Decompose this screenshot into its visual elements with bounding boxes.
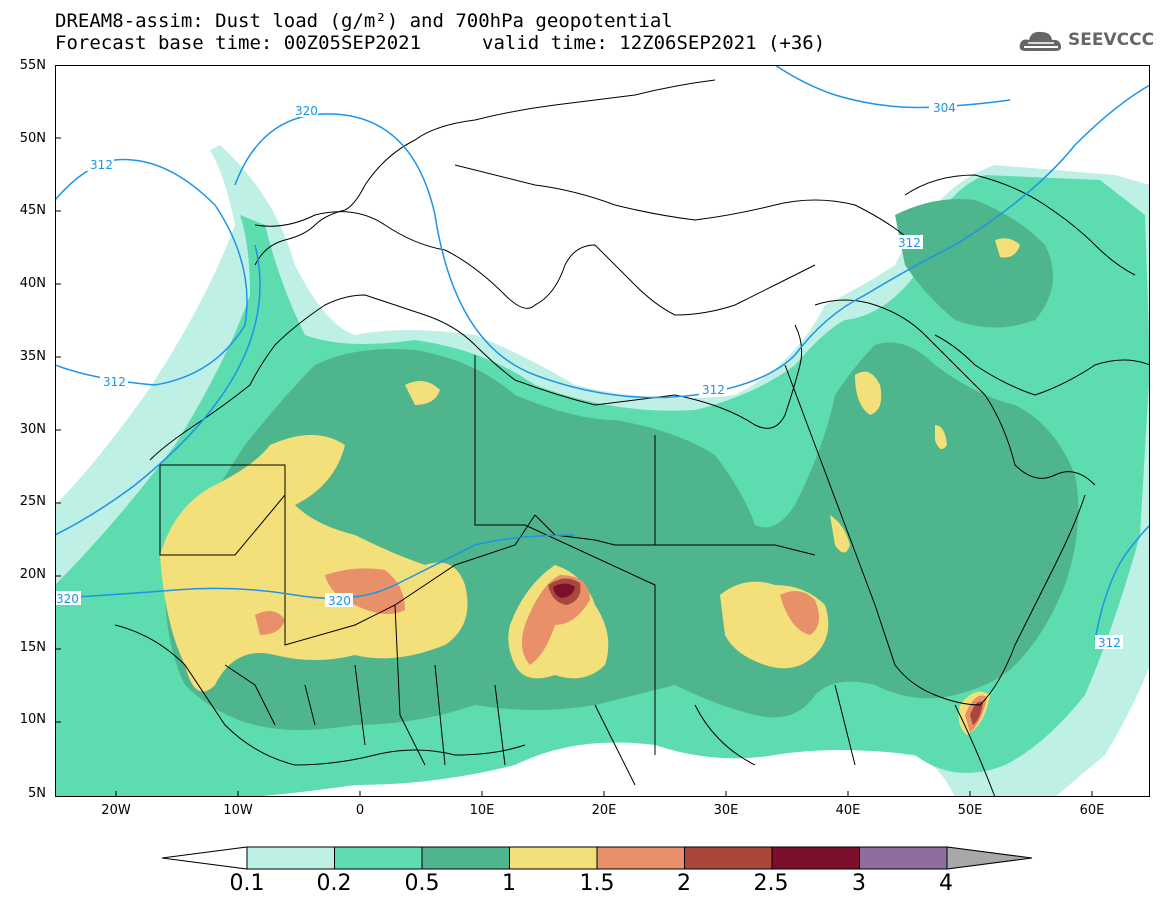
title-line-1: DREAM8-assim: Dust load (g/m²) and 700hP… (55, 10, 673, 32)
lon-label: 10W (223, 803, 253, 818)
valid-time: valid time: 12Z06SEP2021 (+36) (482, 32, 826, 54)
seevccc-logo (1018, 27, 1158, 57)
lat-label: 30N (19, 422, 46, 437)
colorbar-segment (334, 846, 423, 870)
colorbar-label: 2 (677, 871, 691, 896)
lat-label: 15N (19, 640, 46, 655)
cloud-icon (1019, 31, 1062, 51)
colorbar (161, 846, 1033, 870)
lon-label: 50E (957, 803, 983, 818)
colorbar-segment (684, 846, 773, 870)
dust-shading (55, 145, 1150, 797)
contour-label: 312 (1098, 636, 1121, 650)
lat-label: 45N (19, 203, 46, 218)
colorbar-segment (596, 846, 685, 870)
colorbar-label: 1 (502, 871, 516, 896)
colorbar-label: 3 (852, 871, 866, 896)
contour-label: 312 (90, 158, 113, 172)
contour-label: 320 (328, 594, 351, 608)
colorbar-segment (246, 846, 335, 870)
contour-label: 312 (103, 375, 126, 389)
contour-label: 304 (933, 101, 956, 115)
lat-label: 20N (19, 567, 46, 582)
contour-label: 320 (295, 104, 318, 118)
colorbar-label: 0.5 (404, 871, 440, 896)
lat-label: 40N (19, 276, 46, 291)
lat-label: 10N (19, 712, 46, 727)
colorbar-label: 4 (939, 871, 953, 896)
logo-text: SEEVCCC (1068, 30, 1155, 50)
lon-label: 60E (1079, 803, 1105, 818)
colorbar-under-triangle (161, 846, 248, 870)
colorbar-segment (859, 846, 948, 870)
lat-label: 55N (19, 58, 46, 73)
lon-label: 30E (713, 803, 739, 818)
lat-label: 5N (28, 786, 46, 801)
contour-label: 312 (702, 383, 725, 397)
lat-label: 25N (19, 494, 46, 509)
contour-label: 320 (56, 592, 79, 606)
colorbar-over-triangle (946, 846, 1033, 870)
lon-label: 0 (355, 803, 365, 818)
lon-label: 40E (835, 803, 861, 818)
map-frame (55, 65, 1150, 797)
colorbar-segment (509, 846, 598, 870)
dust-load-map: 320 312 304 312 312 312 320 320 312 (55, 65, 1150, 797)
contour-label: 312 (898, 236, 921, 250)
colorbar-label: 0.1 (229, 871, 265, 896)
country-borders (114, 79, 1150, 797)
lon-label: 20W (101, 803, 131, 818)
axis-ticks (55, 137, 1093, 797)
colorbar-label: 1.5 (579, 871, 615, 896)
colorbar-segment (421, 846, 510, 870)
lon-label: 10E (469, 803, 495, 818)
contour-labels: 320 312 304 312 312 312 320 320 312 (55, 100, 1123, 650)
lat-label: 50N (19, 131, 46, 146)
colorbar-segment (771, 846, 860, 870)
lon-label: 20E (591, 803, 617, 818)
colorbar-label: 0.2 (316, 871, 352, 896)
colorbar-label: 2.5 (753, 871, 789, 896)
lat-label: 35N (19, 349, 46, 364)
forecast-base-time: Forecast base time: 00Z05SEP2021 (55, 32, 422, 54)
